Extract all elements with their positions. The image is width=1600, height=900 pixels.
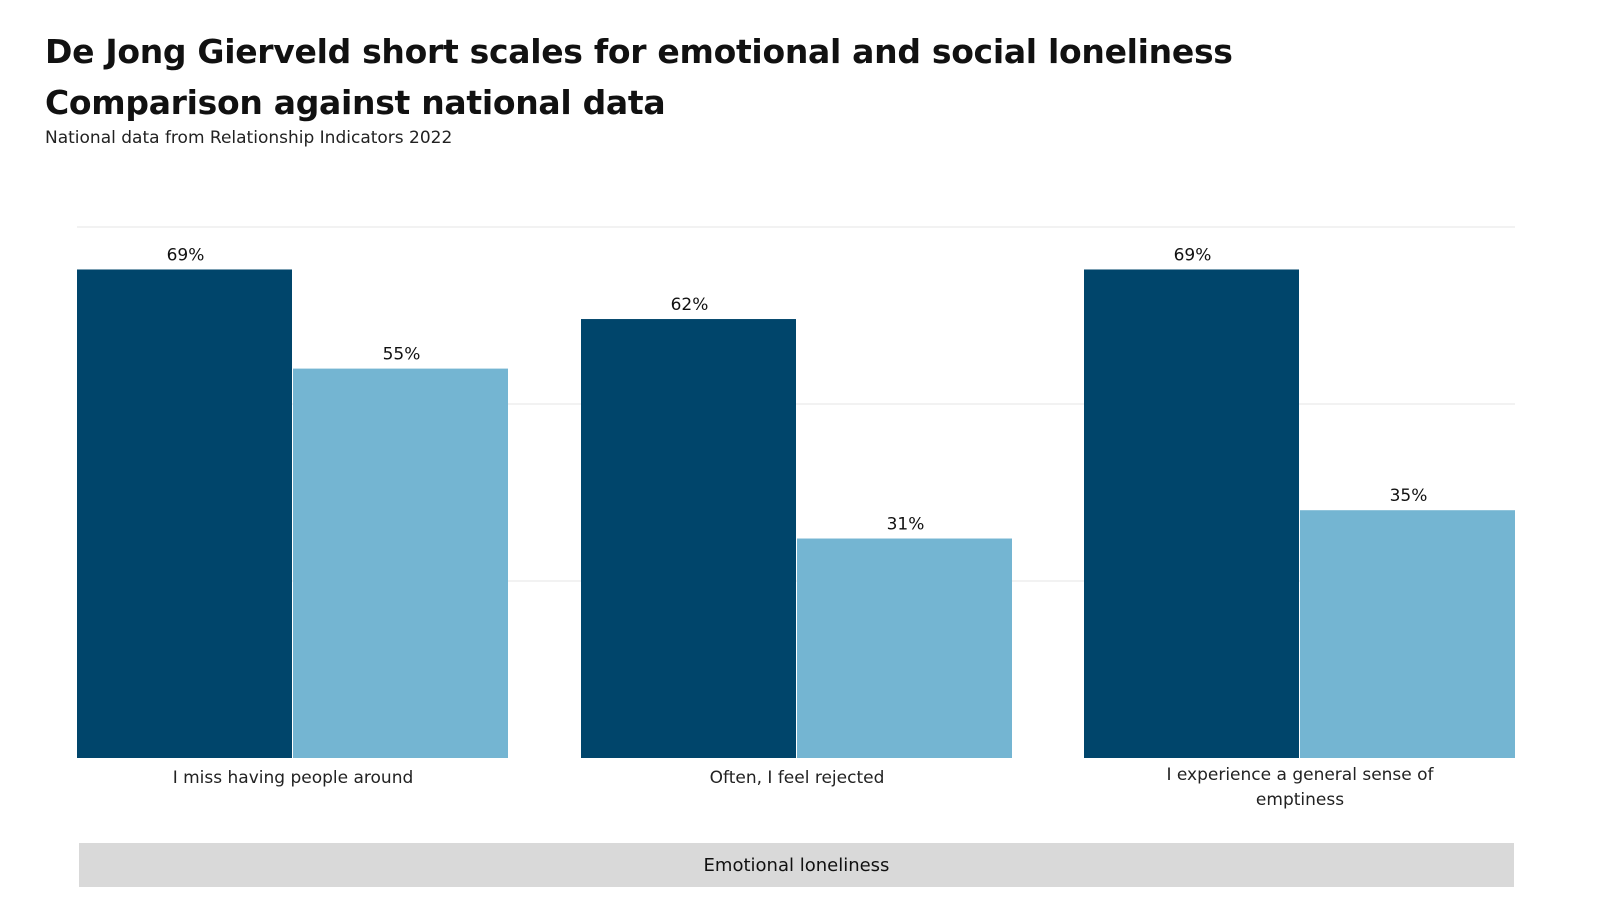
category-label-2: Often, I feel rejected: [710, 768, 885, 788]
data-label-series-1-cat-2: 62%: [671, 295, 709, 315]
category-label-3: I experience a general sense of emptiness: [1166, 765, 1434, 810]
bar-series-1-cat-3: [1084, 269, 1299, 758]
category-group-label: Emotional loneliness: [703, 854, 890, 876]
bar-series-1-cat-1: [77, 269, 292, 758]
bar-series-2-cat-1: [293, 368, 508, 758]
data-label-series-2-cat-2: 31%: [887, 515, 925, 535]
title-line-1: De Jong Gierveld short scales for emotio…: [45, 32, 1233, 71]
bar-series-1-cat-2: [581, 319, 796, 758]
data-label-series-2-cat-1: 55%: [383, 345, 421, 365]
bar-series-2-cat-2: [797, 538, 1012, 758]
chart-subtitle: National data from Relationship Indicato…: [45, 128, 453, 148]
data-label-series-1-cat-1: 69%: [167, 245, 205, 265]
title-line-2: Comparison against national data: [45, 83, 666, 122]
category-group-band: Emotional loneliness: [79, 843, 1514, 887]
chart-title: De Jong Gierveld short scales for emotio…: [45, 26, 1233, 128]
bar-series-2-cat-3: [1300, 510, 1515, 758]
data-label-series-1-cat-3: 69%: [1174, 245, 1212, 265]
category-label-1: I miss having people around: [173, 768, 414, 788]
data-label-series-2-cat-3: 35%: [1390, 486, 1428, 506]
